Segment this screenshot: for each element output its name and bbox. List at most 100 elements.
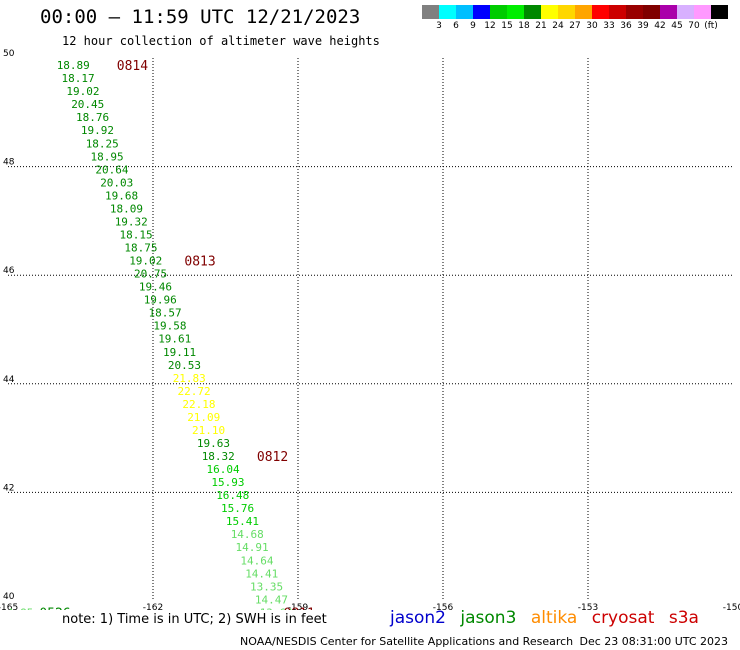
- swh-value: 21.10: [192, 424, 225, 437]
- color-scale-label: 18: [518, 21, 530, 31]
- swh-value: 19.58: [153, 320, 186, 333]
- chart-subtitle: 12 hour collection of altimeter wave hei…: [62, 34, 380, 48]
- x-tick-label: -162: [143, 603, 163, 610]
- swh-value: 20.03: [100, 176, 133, 189]
- swh-value: 13.64: [260, 606, 293, 610]
- swh-value: 18.89: [57, 59, 90, 72]
- x-tick-label: -156: [433, 603, 454, 610]
- generation-timestamp: Dec 23 08:31:00 UTC 2023: [579, 635, 728, 648]
- swh-value: 15.41: [226, 515, 259, 528]
- swh-value: 20.53: [168, 359, 201, 372]
- swh-value: 20.45: [71, 98, 104, 111]
- y-tick-label: 44: [3, 375, 15, 385]
- swh-value: 21.09: [187, 411, 220, 424]
- color-swatch: [456, 5, 473, 19]
- color-swatch: [473, 5, 490, 19]
- color-scale-label: 33: [603, 21, 615, 31]
- pass-label: 0811: [284, 606, 315, 610]
- color-swatch: [677, 5, 694, 19]
- color-scale-label: 9: [470, 21, 476, 31]
- color-scale-label: (ft): [704, 21, 718, 31]
- pass-label: 0813: [184, 255, 215, 270]
- color-swatch: [507, 5, 524, 19]
- color-scale-bar: [422, 5, 728, 19]
- x-tick-label: -153: [578, 603, 598, 610]
- color-scale-label: 42: [654, 21, 666, 31]
- swh-value: 19.96: [144, 294, 177, 307]
- swh-value: 15.93: [211, 476, 244, 489]
- x-tick-label: -150: [723, 603, 740, 610]
- color-swatch: [558, 5, 575, 19]
- color-scale-label: 27: [569, 21, 581, 31]
- pass-label: 0526: [39, 606, 70, 610]
- swh-value: 18.17: [62, 72, 95, 85]
- swh-value: 19.46: [139, 281, 172, 294]
- color-swatch: [694, 5, 711, 19]
- swh-value: 18.15: [120, 228, 153, 241]
- swh-value: 19.61: [158, 333, 191, 346]
- legend-altika: altika: [530, 608, 578, 628]
- credit-line: NOAA/NESDIS Center for Satellite Applica…: [240, 635, 574, 648]
- swh-value: 19.63: [197, 437, 230, 450]
- swh-value: 19.92: [81, 124, 114, 137]
- legend-jason2: jason2: [390, 608, 446, 628]
- legend-s3a: s3a: [668, 608, 699, 628]
- swh-value: 19.02: [129, 255, 162, 268]
- color-swatch: [422, 5, 439, 19]
- color-swatch: [541, 5, 558, 19]
- chart-title: 00:00 – 11:59 UTC 12/21/2023: [40, 6, 361, 28]
- swh-value: 18.75: [124, 242, 157, 255]
- x-tick-label: -159: [288, 603, 309, 610]
- swh-value: 18.32: [202, 450, 235, 463]
- swh-value: 16.48: [216, 489, 249, 502]
- swh-value: 22.72: [178, 385, 211, 398]
- color-scale-label: 3: [436, 21, 442, 31]
- swh-value: 19.32: [115, 215, 148, 228]
- color-swatch: [609, 5, 626, 19]
- y-tick-label: 46: [3, 266, 15, 276]
- color-swatch: [490, 5, 507, 19]
- pass-label: 0814: [117, 59, 148, 74]
- swh-value: 15.76: [221, 502, 254, 515]
- color-swatch: [575, 5, 592, 19]
- color-swatch: [439, 5, 456, 19]
- legend-jason3: jason3: [460, 608, 517, 628]
- color-swatch: [592, 5, 609, 19]
- swh-value: 20.75: [134, 268, 167, 281]
- color-scale-label: 45: [671, 21, 683, 31]
- color-scale-label: 36: [620, 21, 632, 31]
- color-swatch: [660, 5, 677, 19]
- wave-height-map: -165 -162 -159 -156 -153 -150 40 42 44 46 48 50 18.8…: [0, 49, 740, 610]
- y-tick-label: 50: [3, 49, 15, 59]
- swh-value: 14.41: [245, 567, 278, 580]
- color-scale-label: 24: [552, 21, 564, 31]
- y-tick-label: 42: [3, 483, 14, 493]
- swh-value: 14.91: [236, 541, 269, 554]
- color-scale-label: 70: [688, 21, 700, 31]
- swh-value: 14.68: [231, 528, 264, 541]
- swh-value: 18.57: [149, 307, 182, 320]
- color-swatch: [626, 5, 643, 19]
- swh-value: 19.68: [105, 189, 138, 202]
- swh-value: 19.11: [163, 346, 196, 359]
- swh-value: 18.25: [86, 137, 119, 150]
- color-scale-label: 15: [501, 21, 513, 31]
- color-scale-label: 39: [637, 21, 649, 31]
- swh-value: 4.85: [7, 606, 34, 610]
- swh-value: 16.04: [207, 463, 240, 476]
- swh-value: 21.83: [173, 372, 206, 385]
- color-scale-label: 30: [586, 21, 598, 31]
- swh-value: 14.47: [255, 593, 288, 606]
- swh-value: 18.76: [76, 111, 109, 124]
- color-swatch: [524, 5, 541, 19]
- swh-value: 18.95: [91, 150, 124, 163]
- swh-value: 19.02: [66, 85, 99, 98]
- swh-value: 18.09: [110, 202, 143, 215]
- color-swatch: [643, 5, 660, 19]
- color-scale-label: 6: [453, 21, 459, 31]
- pass-label: 0812: [257, 450, 288, 465]
- color-swatch: [711, 5, 728, 19]
- color-scale-label: 21: [535, 21, 547, 31]
- mission-legend: jason2 jason3 altika cryosat s3a: [390, 608, 708, 628]
- y-tick-label: 48: [3, 158, 15, 168]
